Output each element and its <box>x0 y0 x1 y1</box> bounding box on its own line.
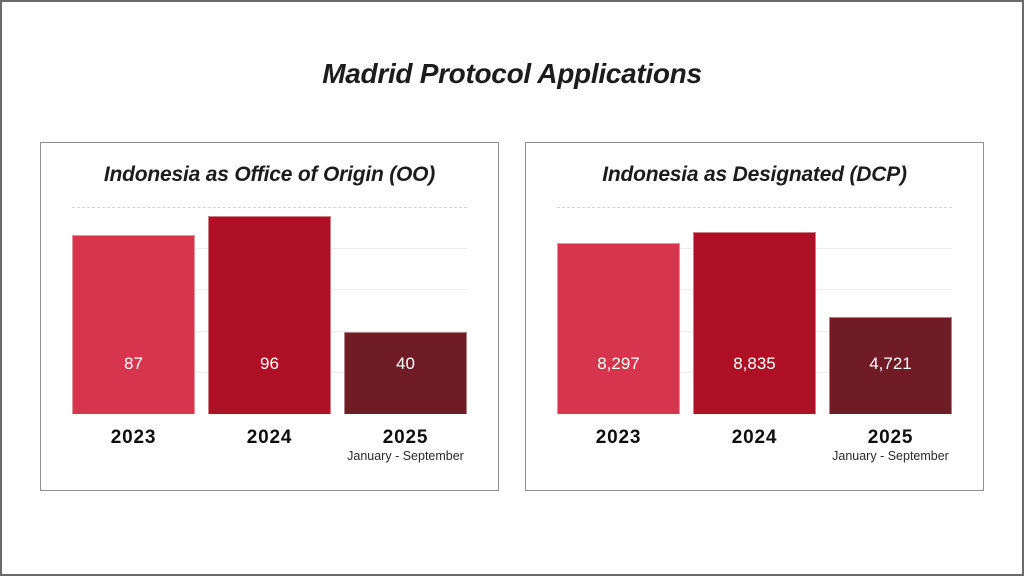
bars-group: 87 96 40 <box>72 208 467 414</box>
plot-office-of-origin: 87 96 40 <box>72 207 467 414</box>
x-axis-labels-office-of-origin: 2023 2024 2025 January - September <box>72 428 467 464</box>
x-label-note: January - September <box>832 449 949 463</box>
page-title: Madrid Protocol Applications <box>322 58 702 89</box>
x-label-year: 2023 <box>110 427 157 448</box>
gridline <box>72 207 467 208</box>
bar-value-label: 87 <box>124 354 143 373</box>
x-label-2023: 2023 <box>72 428 195 464</box>
bar-value-label: 40 <box>396 354 415 373</box>
bar-value-label: 8,835 <box>733 354 776 373</box>
bar-value-label: 8,297 <box>597 354 640 373</box>
bar-2023: 8,297 <box>557 243 680 414</box>
bar-2025: 4,721 <box>829 317 952 414</box>
bar-value-label: 4,721 <box>869 354 912 373</box>
x-label-year: 2024 <box>731 427 778 448</box>
x-axis-labels-designated: 2023 2024 2025 January - September <box>557 428 952 464</box>
x-label-2025: 2025 January - September <box>829 428 952 464</box>
x-label-year: 2025 <box>382 427 429 448</box>
gridline <box>557 207 952 208</box>
bar-2024: 8,835 <box>693 232 816 414</box>
chart-title-designated: Indonesia as Designated (DCP) <box>602 163 907 186</box>
x-label-year: 2025 <box>867 427 914 448</box>
x-label-2024: 2024 <box>693 428 816 464</box>
chart-title-office-of-origin: Indonesia as Office of Origin (OO) <box>103 163 436 186</box>
x-label-2024: 2024 <box>208 428 331 464</box>
bar-2025: 40 <box>344 332 467 414</box>
bars-group: 8,297 8,835 4,721 <box>557 208 952 414</box>
chart-card-designated: Indonesia as Designated (DCP) 8,297 8,835… <box>525 142 984 491</box>
x-label-2023: 2023 <box>557 428 680 464</box>
bar-2024: 96 <box>208 216 331 414</box>
x-label-2025: 2025 January - September <box>344 428 467 464</box>
charts-row: Indonesia as Office of Origin (OO) 87 96 4… <box>2 142 1022 491</box>
x-label-year: 2024 <box>246 427 293 448</box>
x-label-note: January - September <box>347 449 464 463</box>
bar-2023: 87 <box>72 235 195 414</box>
bar-value-label: 96 <box>260 354 279 373</box>
plot-designated: 8,297 8,835 4,721 <box>557 207 952 414</box>
chart-card-office-of-origin: Indonesia as Office of Origin (OO) 87 96 4… <box>40 142 499 491</box>
x-label-year: 2023 <box>595 427 642 448</box>
